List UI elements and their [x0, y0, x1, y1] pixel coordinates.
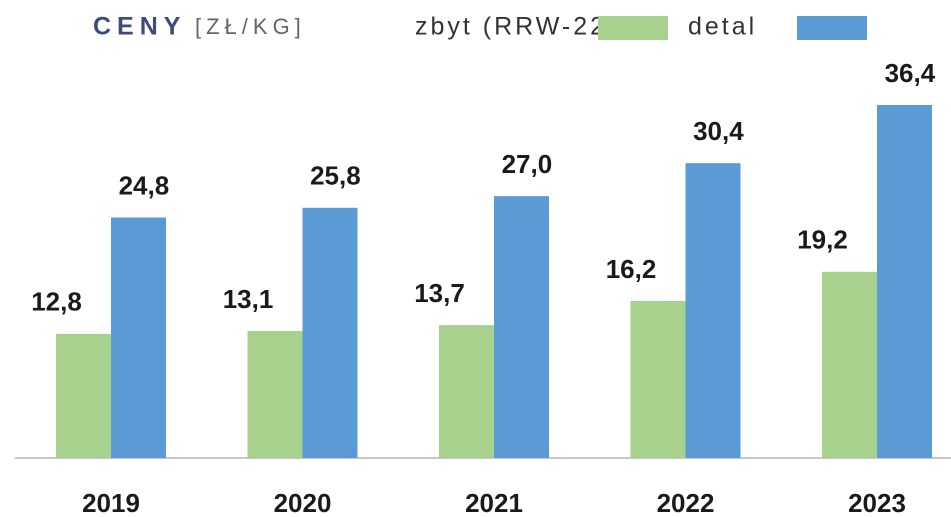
- x-tick-label: 2022: [657, 488, 715, 517]
- bar: [111, 217, 166, 458]
- value-label: 13,1: [223, 284, 274, 314]
- value-label: 36,4: [885, 58, 936, 88]
- x-tick-label: 2021: [465, 488, 523, 517]
- value-label: 12,8: [31, 287, 82, 317]
- bar: [877, 105, 932, 458]
- x-tick-label: 2020: [274, 488, 332, 517]
- value-label: 25,8: [310, 161, 361, 191]
- bar: [822, 271, 877, 458]
- value-label: 19,2: [797, 225, 848, 255]
- chart-title: CENY: [93, 13, 186, 41]
- bar: [56, 333, 111, 458]
- value-label: 24,8: [119, 170, 170, 200]
- bar: [247, 330, 303, 458]
- legend-swatch: [598, 16, 668, 40]
- chart-subtitle: [ZŁ/KG]: [195, 14, 306, 39]
- bar: [630, 300, 686, 458]
- x-tick-label: 2023: [848, 488, 906, 517]
- bar: [302, 207, 358, 458]
- legend-label: zbyt (RRW-22): [415, 13, 618, 41]
- x-tick-label: 2019: [82, 488, 140, 517]
- bar: [439, 325, 494, 458]
- value-label: 16,2: [606, 254, 657, 284]
- value-label: 27,0: [502, 149, 553, 179]
- bar: [494, 196, 549, 458]
- bar: [685, 163, 741, 458]
- legend-swatch: [797, 16, 867, 40]
- value-label: 13,7: [414, 278, 465, 308]
- legend-label: detal: [688, 13, 757, 41]
- value-label: 30,4: [693, 116, 744, 146]
